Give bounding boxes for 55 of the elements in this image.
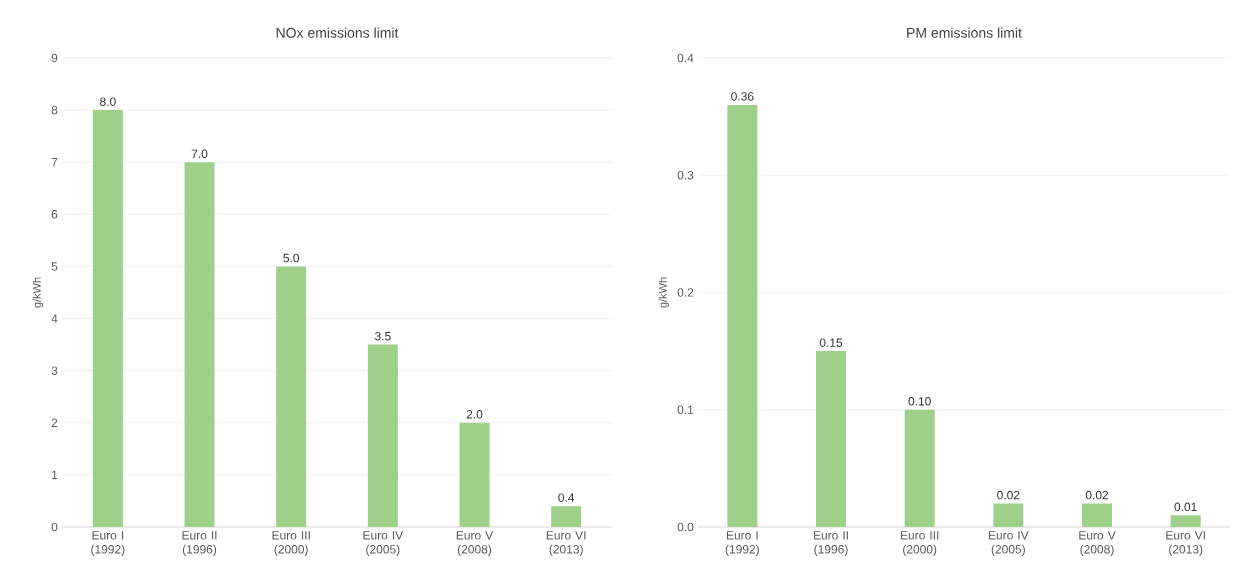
bar [551, 506, 582, 527]
data-label: 2.0 [466, 410, 483, 419]
y-tick-label: 8 [51, 105, 58, 115]
x-tick-label: Euro I (1992) [91, 531, 125, 556]
y-tick-label: 3 [51, 366, 58, 375]
y-tick-label: 0.3 [677, 171, 694, 180]
data-label: 8.0 [100, 97, 116, 106]
data-label: 0.01 [1174, 502, 1197, 512]
x-tick-label: Euro II (1996) [813, 531, 848, 556]
data-label: 7.0 [191, 149, 208, 159]
y-tick-label: 9 [51, 53, 58, 63]
x-tick-label: Euro III (2000) [900, 531, 939, 556]
y-tick-label: 0.4 [677, 53, 694, 63]
data-label: 0.02 [1085, 490, 1109, 500]
y-tick-label: 0 [51, 522, 58, 532]
y-tick-label: 0.0 [677, 522, 694, 532]
bar [459, 422, 490, 527]
bar [1170, 515, 1201, 527]
bar [92, 110, 123, 527]
y-axis-title: g/kWh [658, 277, 669, 308]
x-tick-label: Euro VI (2013) [1166, 531, 1205, 556]
x-tick-label: Euro IV (2005) [988, 531, 1029, 556]
x-tick-label: Euro II (1996) [182, 531, 217, 556]
y-tick-label: 2 [51, 418, 58, 427]
data-label: 0.36 [731, 92, 754, 101]
chart-title: PM emissions limit [907, 27, 1022, 38]
bar [367, 344, 398, 527]
data-label: 0.15 [819, 338, 843, 347]
y-tick-label: 4 [51, 314, 58, 323]
data-label: 0.02 [997, 490, 1020, 500]
y-tick-label: 1 [52, 470, 58, 479]
y-tick-label: 0.1 [677, 405, 694, 414]
x-tick-label: Euro V (2008) [456, 531, 494, 556]
bar [993, 503, 1024, 527]
bar [184, 162, 215, 527]
x-tick-label: Euro VI (2013) [546, 531, 586, 556]
x-tick-label: Euro IV (2005) [363, 531, 404, 556]
x-tick-label: Euro III (2000) [272, 531, 310, 556]
y-tick-label: 0.2 [677, 288, 694, 297]
bar [904, 409, 935, 527]
y-tick-label: 6 [51, 210, 58, 219]
y-tick-label: 7 [51, 158, 58, 167]
chart-title: NOx emissions limit [276, 27, 399, 38]
data-label: 3.5 [374, 331, 391, 341]
bar [727, 104, 758, 527]
data-label: 0.10 [908, 397, 931, 406]
data-label: 5.0 [283, 253, 300, 263]
data-label: 0.4 [558, 493, 575, 502]
bar [1082, 503, 1112, 527]
y-tick-label: 5 [51, 262, 58, 271]
y-axis-title: g/kWh [32, 277, 43, 308]
bar [276, 266, 307, 527]
x-tick-label: Euro V (2008) [1079, 531, 1116, 556]
bar [816, 351, 847, 527]
x-tick-label: Euro I (1992) [725, 531, 759, 556]
